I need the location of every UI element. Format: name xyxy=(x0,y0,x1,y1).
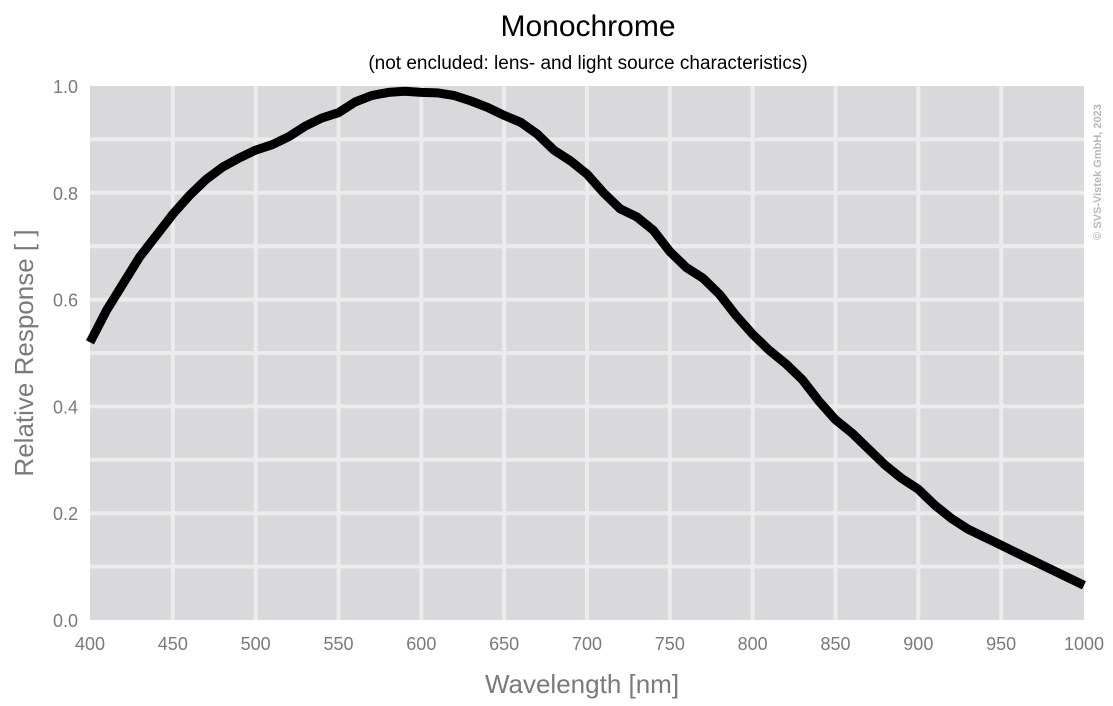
y-tick-labels: 0.0 0.2 0.4 0.6 0.8 1.0 xyxy=(53,77,78,631)
x-tick-label: 1000 xyxy=(1064,634,1104,654)
data-layer xyxy=(86,86,1086,590)
grid-lines xyxy=(90,86,1084,620)
y-tick-label: 0.6 xyxy=(53,291,78,311)
y-axis-label: Relative Response [ ] xyxy=(9,229,39,476)
x-tick-label: 850 xyxy=(820,634,850,654)
y-tick-label: 0.0 xyxy=(53,611,78,631)
y-tick-label: 0.4 xyxy=(53,397,78,417)
x-tick-labels: 400 450 500 550 600 650 700 750 800 850 900 950 1000 xyxy=(75,634,1104,654)
x-tick-label: 600 xyxy=(406,634,436,654)
x-tick-label: 500 xyxy=(241,634,271,654)
y-tick-label: 0.2 xyxy=(53,504,78,524)
x-tick-label: 400 xyxy=(75,634,105,654)
y-tick-label: 1.0 xyxy=(53,77,78,97)
x-tick-label: 800 xyxy=(738,634,768,654)
x-axis-label: Wavelength [nm] xyxy=(485,669,679,699)
x-tick-label: 450 xyxy=(158,634,188,654)
x-tick-label: 650 xyxy=(489,634,519,654)
x-tick-label: 700 xyxy=(572,634,602,654)
chart-subtitle: (not encluded: lens- and light source ch… xyxy=(368,53,807,74)
x-tick-label: 550 xyxy=(323,634,353,654)
series-line xyxy=(86,86,1086,590)
y-tick-label: 0.8 xyxy=(53,184,78,204)
x-tick-label: 750 xyxy=(655,634,685,654)
copyright-watermark: © SVS-Vistek GmbH, 2023 xyxy=(1092,104,1104,240)
x-tick-label: 900 xyxy=(903,634,933,654)
chart-title: Monochrome xyxy=(500,10,675,43)
x-tick-label: 950 xyxy=(986,634,1016,654)
